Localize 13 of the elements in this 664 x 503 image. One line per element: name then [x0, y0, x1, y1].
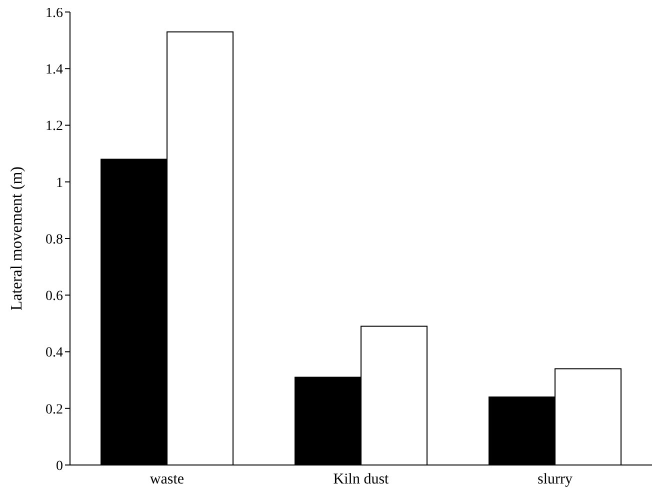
- x-tick-label: slurry: [538, 472, 573, 488]
- y-tick-label: 1: [56, 176, 63, 191]
- y-axis-title: Lateral movement (m): [8, 166, 26, 310]
- x-tick-label: Kiln dust: [333, 472, 390, 488]
- y-tick-label: 0.2: [46, 402, 63, 418]
- x-tick-label: waste: [150, 472, 184, 488]
- y-tick-label: 0.4: [46, 346, 63, 361]
- y-tick-label: 1.2: [46, 119, 63, 134]
- y-tick-label: 1.6: [46, 6, 63, 21]
- y-tick-label: 1.4: [46, 62, 63, 78]
- y-tick-label: 0.8: [46, 232, 63, 248]
- y-tick-label: 0.6: [46, 289, 63, 304]
- y-tick-label: 0: [56, 458, 63, 474]
